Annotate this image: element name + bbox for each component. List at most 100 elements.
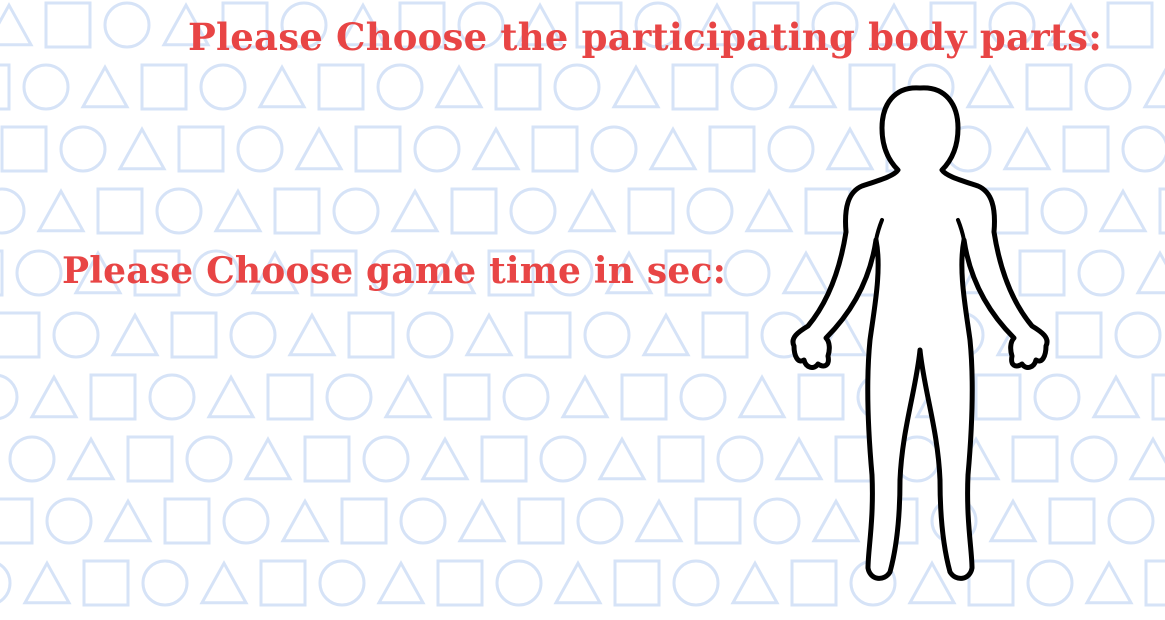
pattern-square — [752, 1, 800, 49]
pattern-triangle — [427, 250, 477, 295]
pattern-triangle — [434, 64, 484, 109]
pattern-triangle — [294, 126, 344, 171]
pattern-square — [967, 559, 1015, 607]
pattern-triangle — [737, 374, 787, 419]
pattern-triangle — [730, 560, 780, 605]
pattern-square — [797, 373, 845, 421]
pattern-square — [1106, 1, 1154, 49]
pattern-square — [133, 249, 181, 297]
pattern-triangle — [965, 64, 1015, 109]
pattern-circle — [0, 562, 12, 604]
human-body-outline-icon[interactable] — [780, 80, 1060, 585]
pattern-triangle — [597, 436, 647, 481]
pattern-triangle — [907, 560, 957, 605]
pattern-square — [140, 63, 188, 111]
pattern-square — [627, 187, 675, 235]
pattern-circle — [1070, 435, 1118, 483]
pattern-triangle — [66, 436, 116, 481]
pattern-circle — [457, 1, 505, 49]
pattern-circle — [753, 497, 801, 545]
pattern-square — [701, 311, 749, 359]
pattern-circle — [502, 373, 550, 421]
pattern-triangle — [648, 126, 698, 171]
pattern-triangle — [744, 188, 794, 233]
pattern-square — [450, 187, 498, 235]
pattern-square — [657, 435, 705, 483]
pattern-square — [1011, 435, 1059, 483]
pattern-circle — [141, 559, 189, 607]
pattern-square — [1055, 311, 1103, 359]
pattern-circle — [634, 1, 682, 49]
pattern-circle — [192, 249, 240, 297]
pattern-square — [620, 373, 668, 421]
pattern-square — [708, 125, 756, 173]
pattern-square — [317, 63, 365, 111]
pattern-circle — [546, 249, 594, 297]
pattern-square — [974, 373, 1022, 421]
pattern-triangle — [103, 498, 153, 543]
pattern-circle — [590, 125, 638, 173]
pattern-circle — [280, 1, 328, 49]
pattern-square — [1025, 63, 1073, 111]
pattern-circle — [0, 374, 19, 420]
pattern-triangle — [464, 312, 514, 357]
pattern-triangle — [199, 560, 249, 605]
pattern-circle — [1114, 311, 1162, 359]
pattern-triangle — [36, 188, 86, 233]
pattern-square — [0, 311, 41, 359]
pattern-square — [398, 1, 446, 49]
pattern-square — [1151, 373, 1165, 421]
pattern-triangle — [811, 498, 861, 543]
pattern-circle — [988, 1, 1036, 49]
pattern-circle — [686, 187, 734, 235]
arm-crease-left — [874, 218, 884, 242]
pattern-square — [436, 559, 484, 607]
pattern-triangle — [692, 2, 742, 47]
pattern-square — [480, 435, 528, 483]
pattern-triangle — [1046, 2, 1096, 47]
pattern-triangle — [553, 560, 603, 605]
pattern-circle — [1121, 125, 1165, 173]
pattern-triangle — [1098, 188, 1148, 233]
pattern-circle — [399, 497, 447, 545]
pattern-circle — [199, 63, 247, 111]
pattern-triangle — [1128, 436, 1165, 481]
pattern-square — [1144, 559, 1165, 607]
pattern-triangle — [1135, 250, 1165, 295]
pattern-triangle — [1002, 126, 1052, 171]
pattern-square — [89, 373, 137, 421]
pattern-square — [1062, 125, 1110, 173]
pattern-circle — [1084, 63, 1132, 111]
pattern-triangle — [869, 2, 919, 47]
pattern-circle — [148, 373, 196, 421]
pattern-triangle — [110, 312, 160, 357]
pattern-circle — [222, 497, 270, 545]
pattern-triangle — [287, 312, 337, 357]
pattern-square — [96, 187, 144, 235]
pattern-triangle — [641, 312, 691, 357]
pattern-square — [126, 435, 174, 483]
pattern-circle — [406, 311, 454, 359]
pattern-circle — [59, 125, 107, 173]
pattern-triangle — [1142, 67, 1165, 109]
pattern-triangle — [161, 2, 211, 47]
pattern-circle — [229, 311, 277, 359]
pattern-circle — [1033, 373, 1081, 421]
pattern-square — [44, 1, 92, 49]
pattern-triangle — [825, 126, 875, 171]
pattern-circle — [723, 249, 771, 297]
pattern-square — [694, 497, 742, 545]
pattern-triangle — [420, 436, 470, 481]
pattern-square — [259, 559, 307, 607]
pattern-triangle — [250, 250, 300, 295]
pattern-circle — [553, 63, 601, 111]
pattern-square — [303, 435, 351, 483]
pattern-circle — [8, 435, 56, 483]
pattern-triangle — [457, 498, 507, 543]
pattern-triangle — [383, 374, 433, 419]
pattern-square — [929, 1, 977, 49]
pattern-triangle — [117, 126, 167, 171]
pattern-circle — [1026, 559, 1074, 607]
pattern-triangle — [338, 2, 388, 47]
